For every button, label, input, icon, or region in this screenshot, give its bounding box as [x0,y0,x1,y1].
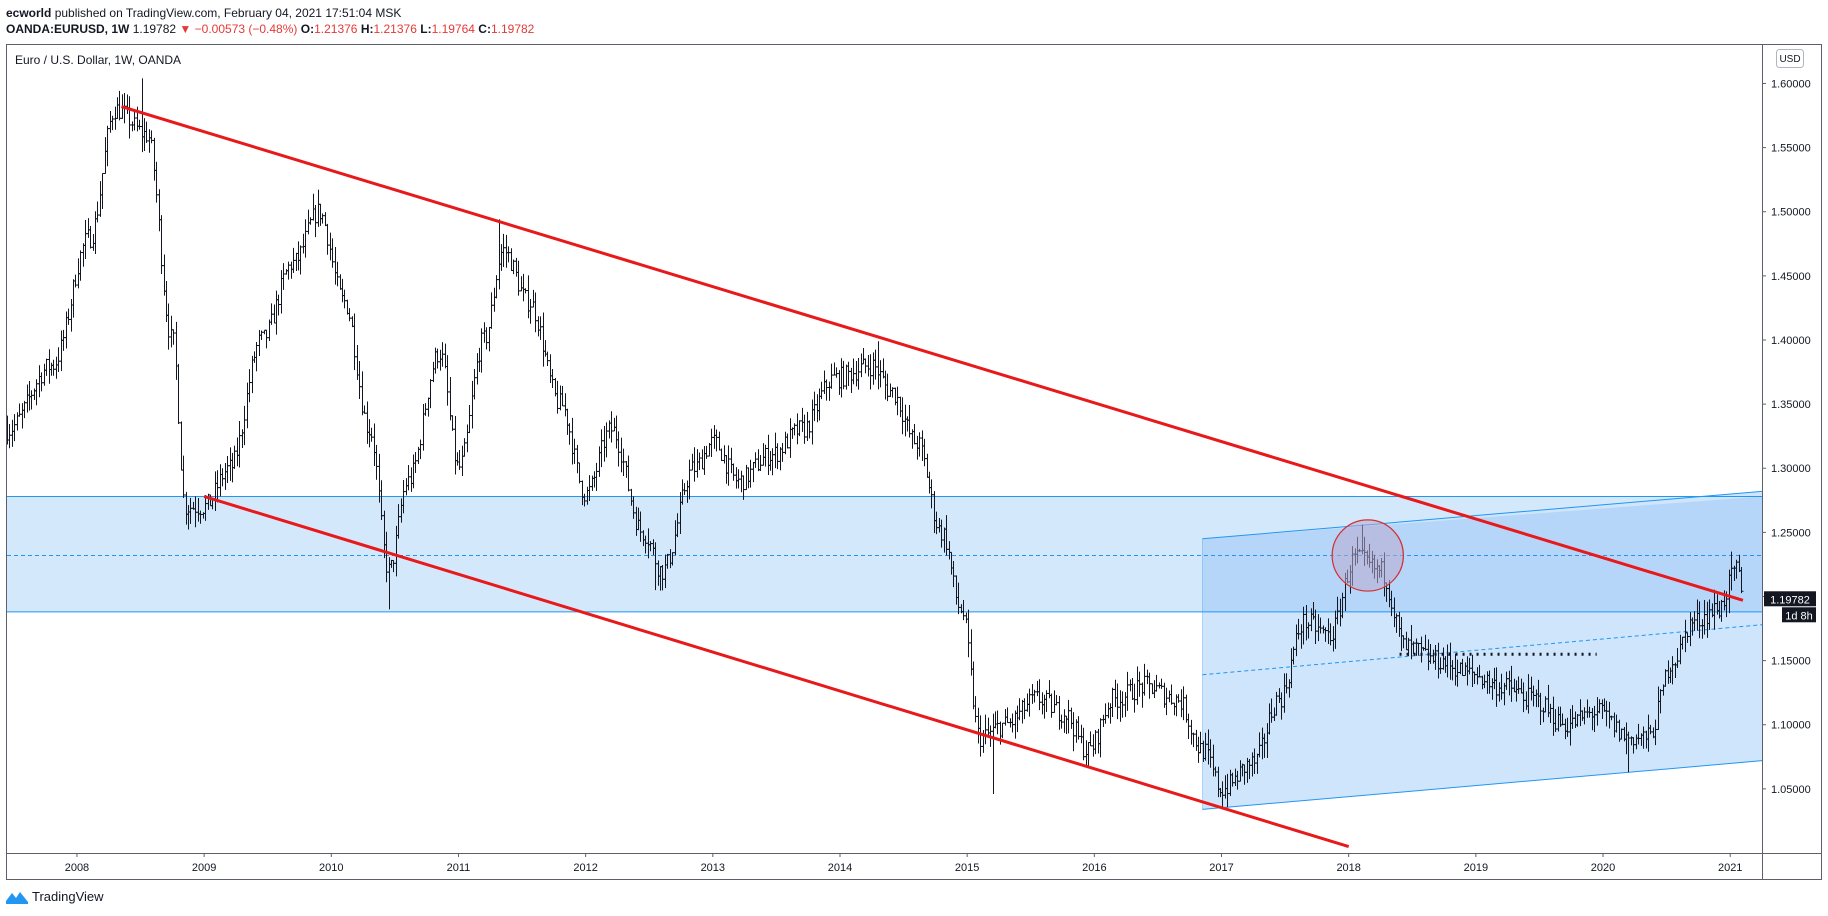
price-axis[interactable]: 1.050001.100001.150001.200001.250001.300… [1762,78,1811,796]
time-tick-label: 2010 [319,862,343,874]
time-tick-label: 2016 [1082,862,1106,874]
time-tick-label: 2015 [955,862,979,874]
footer-brand-label: TradingView [32,889,104,904]
price-tick-label: 1.15000 [1771,656,1811,668]
channel-upper-line [1202,490,1762,540]
close-label: C: [478,22,491,36]
symbol-label: OANDA:EURUSD, 1W [6,22,130,36]
currency-badge[interactable]: USD [1776,49,1804,68]
time-tick-label: 2018 [1336,862,1360,874]
time-axis[interactable]: 2008 2009 2010 2011 2012 2013 2014 2015 2016 2017… [65,853,1743,874]
price-tick-label: 1.35000 [1771,399,1811,411]
price-tick-label: 1.50000 [1771,207,1811,219]
chart-title: Euro / U.S. Dollar, 1W, OANDA [15,53,181,67]
time-tick-label: 2021 [1718,862,1742,874]
upper-trendline [121,105,1744,602]
time-tick-label: 2017 [1209,862,1233,874]
high-label: H: [360,22,374,36]
countdown-label: 1d 8h [1785,610,1813,622]
close-value: 1.19782 [490,22,535,36]
price-tick-label: 1.60000 [1771,78,1811,90]
price-tick-label: 1.30000 [1771,463,1811,475]
time-tick-label: 2020 [1591,862,1615,874]
price-tick-label: 1.45000 [1771,271,1811,283]
time-tick-label: 2014 [828,862,852,874]
highlight-circle [1331,519,1404,592]
overlays-layer [121,105,1744,849]
high-value: 1.21376 [373,22,417,36]
time-tick-label: 2019 [1464,862,1488,874]
channel-lower-line [1202,760,1762,810]
open-label: O: [300,22,315,36]
time-tick-label: 2009 [192,862,216,874]
tradingview-logo-icon [6,891,28,904]
footer-brand[interactable]: TradingView [6,889,104,904]
currency-badge-label: USD [1779,54,1800,65]
chart-header: ecworld published on TradingView.com, Fe… [6,5,534,37]
published-text: published on TradingView.com, February 0… [54,6,402,20]
last-price-marker: 1.19782 1d 8h [1764,591,1816,623]
time-tick-label: 2011 [447,862,471,874]
author-name[interactable]: ecworld [6,6,52,20]
down-arrow-icon: ▼ [179,22,192,36]
price-tick-label: 1.55000 [1771,143,1811,155]
lower-trendline [203,495,1350,849]
price-tick-label: 1.10000 [1771,720,1811,732]
price-tick-label: 1.40000 [1771,335,1811,347]
price-change: −0.00573 (−0.48%) [194,22,298,36]
last-price: 1.19782 [132,22,177,36]
time-tick-label: 2012 [573,862,597,874]
low-value: 1.19764 [431,22,475,36]
channel-mid-line [1202,624,1762,676]
open-value: 1.21376 [314,22,358,36]
price-tick-label: 1.25000 [1771,527,1811,539]
time-tick-label: 2008 [65,862,89,874]
last-price-label: 1.19782 [1770,594,1810,606]
channel-zone-overlap [1202,496,1762,612]
price-tick-label: 1.05000 [1771,784,1811,796]
candles-layer [7,78,1744,810]
plot-area[interactable] [6,78,1763,849]
time-tick-label: 2013 [701,862,725,874]
low-label: L: [420,22,432,36]
